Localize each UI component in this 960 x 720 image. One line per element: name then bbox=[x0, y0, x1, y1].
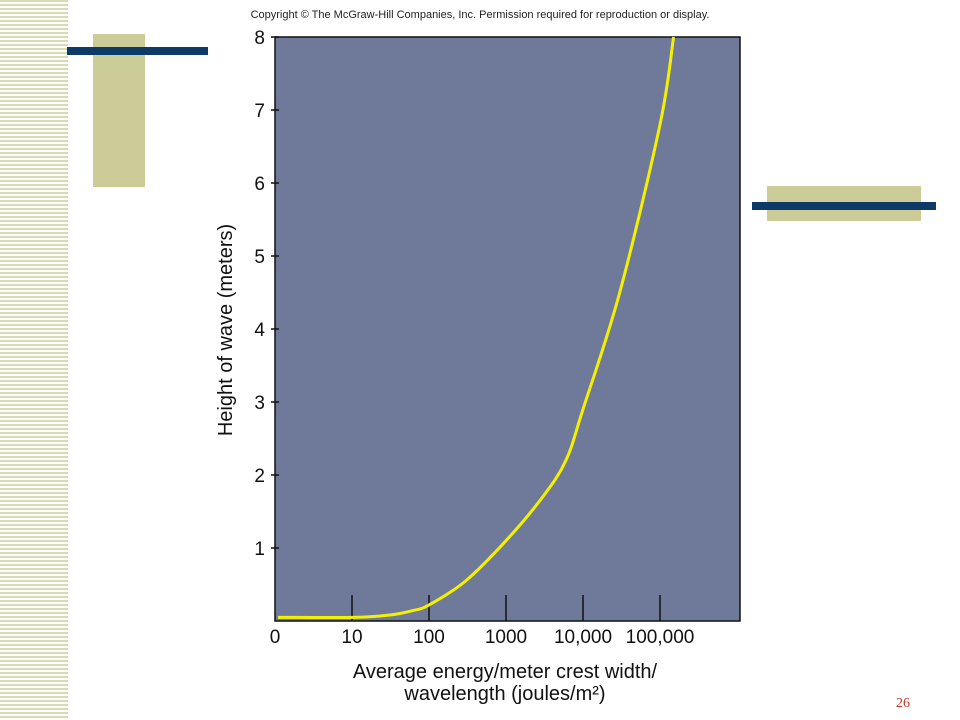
y-tick-label: 1 bbox=[254, 539, 265, 560]
x-axis-label-line-2: wavelength (joules/m²) bbox=[403, 683, 605, 705]
left-stripe-pattern bbox=[0, 0, 68, 720]
y-tick-label: 3 bbox=[254, 393, 265, 414]
page-number: 26 bbox=[896, 696, 910, 711]
y-tick-label: 7 bbox=[254, 101, 265, 122]
decor-bar-left bbox=[67, 47, 208, 55]
y-tick-label: 6 bbox=[254, 174, 265, 195]
y-tick-label: 5 bbox=[254, 247, 265, 268]
x-tick-label: 1000 bbox=[485, 627, 527, 648]
plot-area bbox=[274, 36, 741, 622]
x-tick-label: 10 bbox=[341, 627, 362, 648]
decor-block-left bbox=[93, 34, 145, 187]
copyright-notice: Copyright © The McGraw-Hill Companies, I… bbox=[0, 9, 960, 21]
x-tick-label: 100,000 bbox=[626, 627, 695, 648]
x-tick-label: 100 bbox=[413, 627, 445, 648]
y-tick-label: 4 bbox=[254, 320, 265, 341]
y-tick-label: 8 bbox=[254, 28, 265, 49]
x-tick-label: 10,000 bbox=[554, 627, 612, 648]
x-axis-label-line-1: Average energy/meter crest width/ bbox=[353, 661, 658, 683]
x-tick-label: 0 bbox=[270, 627, 281, 648]
series-layer bbox=[277, 36, 676, 620]
series-line-wave-height bbox=[277, 36, 676, 620]
y-tick-label: 2 bbox=[254, 466, 265, 487]
y-axis: 1 2 3 4 5 6 7 8 bbox=[254, 28, 279, 560]
y-axis-label: Height of wave (meters) bbox=[215, 224, 237, 436]
x-axis: 0 10 100 1000 10,000 100,000 bbox=[270, 595, 695, 648]
decor-bar-right bbox=[752, 202, 936, 210]
copyright-text: Copyright © The McGraw-Hill Companies, I… bbox=[250, 9, 710, 21]
